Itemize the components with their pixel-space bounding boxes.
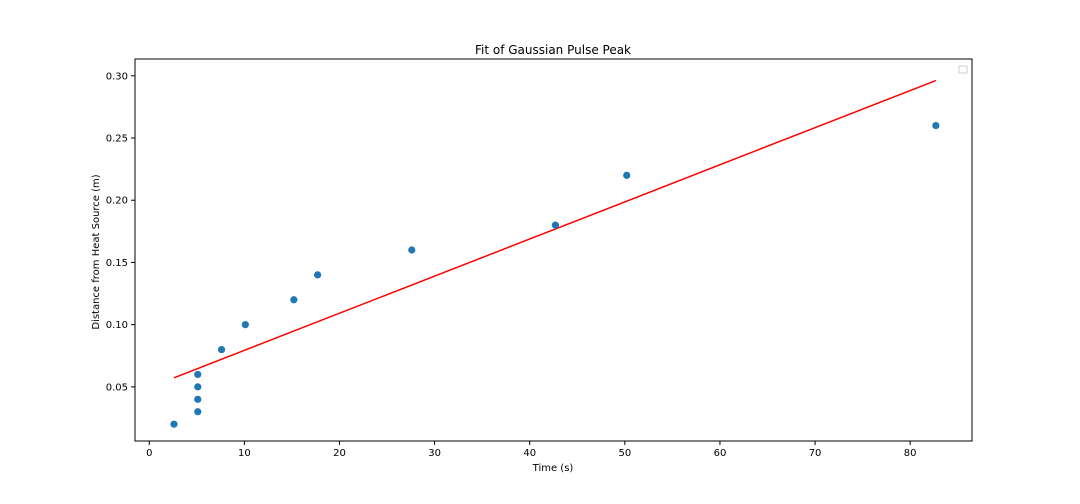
data-point (194, 408, 202, 416)
fit-line (173, 79, 937, 379)
y-tick-label: 0.20 (106, 196, 128, 207)
x-tick-label: 20 (333, 448, 346, 459)
data-point (551, 221, 560, 229)
y-tick-label: 0.15 (106, 258, 128, 269)
data-point (194, 395, 202, 403)
x-tick-label: 10 (238, 448, 251, 459)
data-point (217, 345, 226, 354)
y-tick-label: 0.25 (106, 134, 128, 145)
x-tick-label: 60 (714, 448, 727, 459)
data-point (290, 296, 298, 304)
data-point (241, 321, 249, 329)
x-tick-label: 80 (904, 448, 917, 459)
legend (958, 65, 968, 74)
y-tick-label: 0.30 (106, 71, 128, 82)
fit-line-layer (173, 79, 937, 379)
x-tick-label: 70 (809, 448, 822, 459)
x-tick-label: 40 (523, 448, 536, 459)
data-point (194, 383, 202, 391)
plot-frame (134, 58, 973, 442)
y-axis-label: Distance from Heat Source (m) (91, 174, 102, 329)
x-axis: 0 10 20 30 40 50 60 70 80 (146, 441, 917, 459)
data-point (932, 121, 940, 130)
data-point (623, 171, 631, 179)
data-point (408, 246, 416, 254)
scatter-points-layer (170, 121, 940, 428)
data-point (314, 271, 322, 279)
chart-title: Fit of Gaussian Pulse Peak (475, 43, 631, 57)
x-tick-label: 30 (428, 448, 441, 459)
data-point (170, 420, 178, 428)
x-tick-label: 50 (618, 448, 631, 459)
data-point (194, 370, 202, 379)
y-tick-label: 0.05 (106, 382, 128, 393)
y-tick-label: 0.10 (106, 320, 128, 331)
plot-area (134, 58, 973, 442)
x-axis-label: Time (s) (532, 463, 574, 474)
x-tick-label: 0 (146, 448, 152, 459)
y-axis: 0.05 0.10 0.15 0.20 0.25 0.30 (106, 71, 135, 393)
